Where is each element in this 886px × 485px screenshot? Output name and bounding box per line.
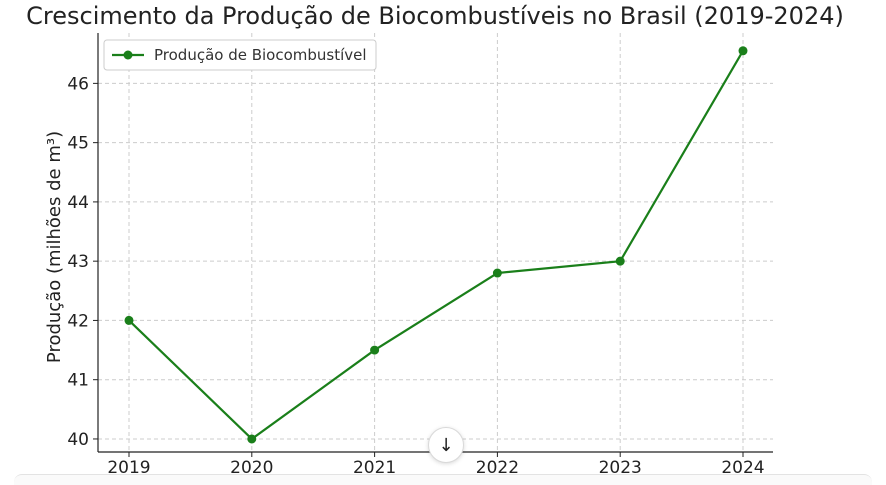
legend: Produção de Biocombustível (103, 39, 377, 71)
data-point (615, 256, 625, 266)
x-tick-label: 2021 (353, 458, 396, 478)
y-tick-label: 42 (67, 311, 89, 331)
x-tick-labels: 2019 2020 2021 2022 2023 2024 (107, 458, 764, 478)
message-input-bar (14, 474, 872, 485)
y-tick-label: 40 (67, 430, 89, 450)
x-tick-label: 2024 (721, 458, 764, 478)
legend-entry: Produção de Biocombustível (154, 46, 367, 64)
chart-title: Crescimento da Produção de Biocombustíve… (26, 2, 844, 30)
data-point (370, 345, 380, 355)
x-tick-label: 2019 (107, 458, 150, 478)
axes (93, 33, 773, 457)
data-points (124, 46, 748, 444)
arrow-down-icon: ↓ (438, 434, 454, 456)
grid-lines (98, 33, 773, 452)
x-tick-label: 2022 (476, 458, 519, 478)
legend-box (103, 39, 377, 71)
y-tick-label: 44 (67, 193, 89, 213)
y-tick-label: 46 (67, 74, 89, 94)
scroll-down-button[interactable]: ↓ (428, 427, 464, 463)
y-tick-label: 45 (67, 134, 89, 154)
y-tick-labels: 40 41 42 43 44 45 46 (67, 74, 89, 450)
data-point (124, 315, 134, 325)
y-tick-label: 41 (67, 371, 89, 391)
data-point (492, 268, 502, 278)
series-line (128, 50, 744, 441)
y-axis-label: Produção (milhões de m³) (44, 131, 65, 363)
legend-marker (123, 50, 133, 60)
data-point (738, 46, 748, 56)
x-tick-label: 2020 (230, 458, 273, 478)
y-tick-label: 43 (67, 252, 89, 272)
x-tick-label: 2023 (599, 458, 642, 478)
data-point (247, 434, 257, 444)
